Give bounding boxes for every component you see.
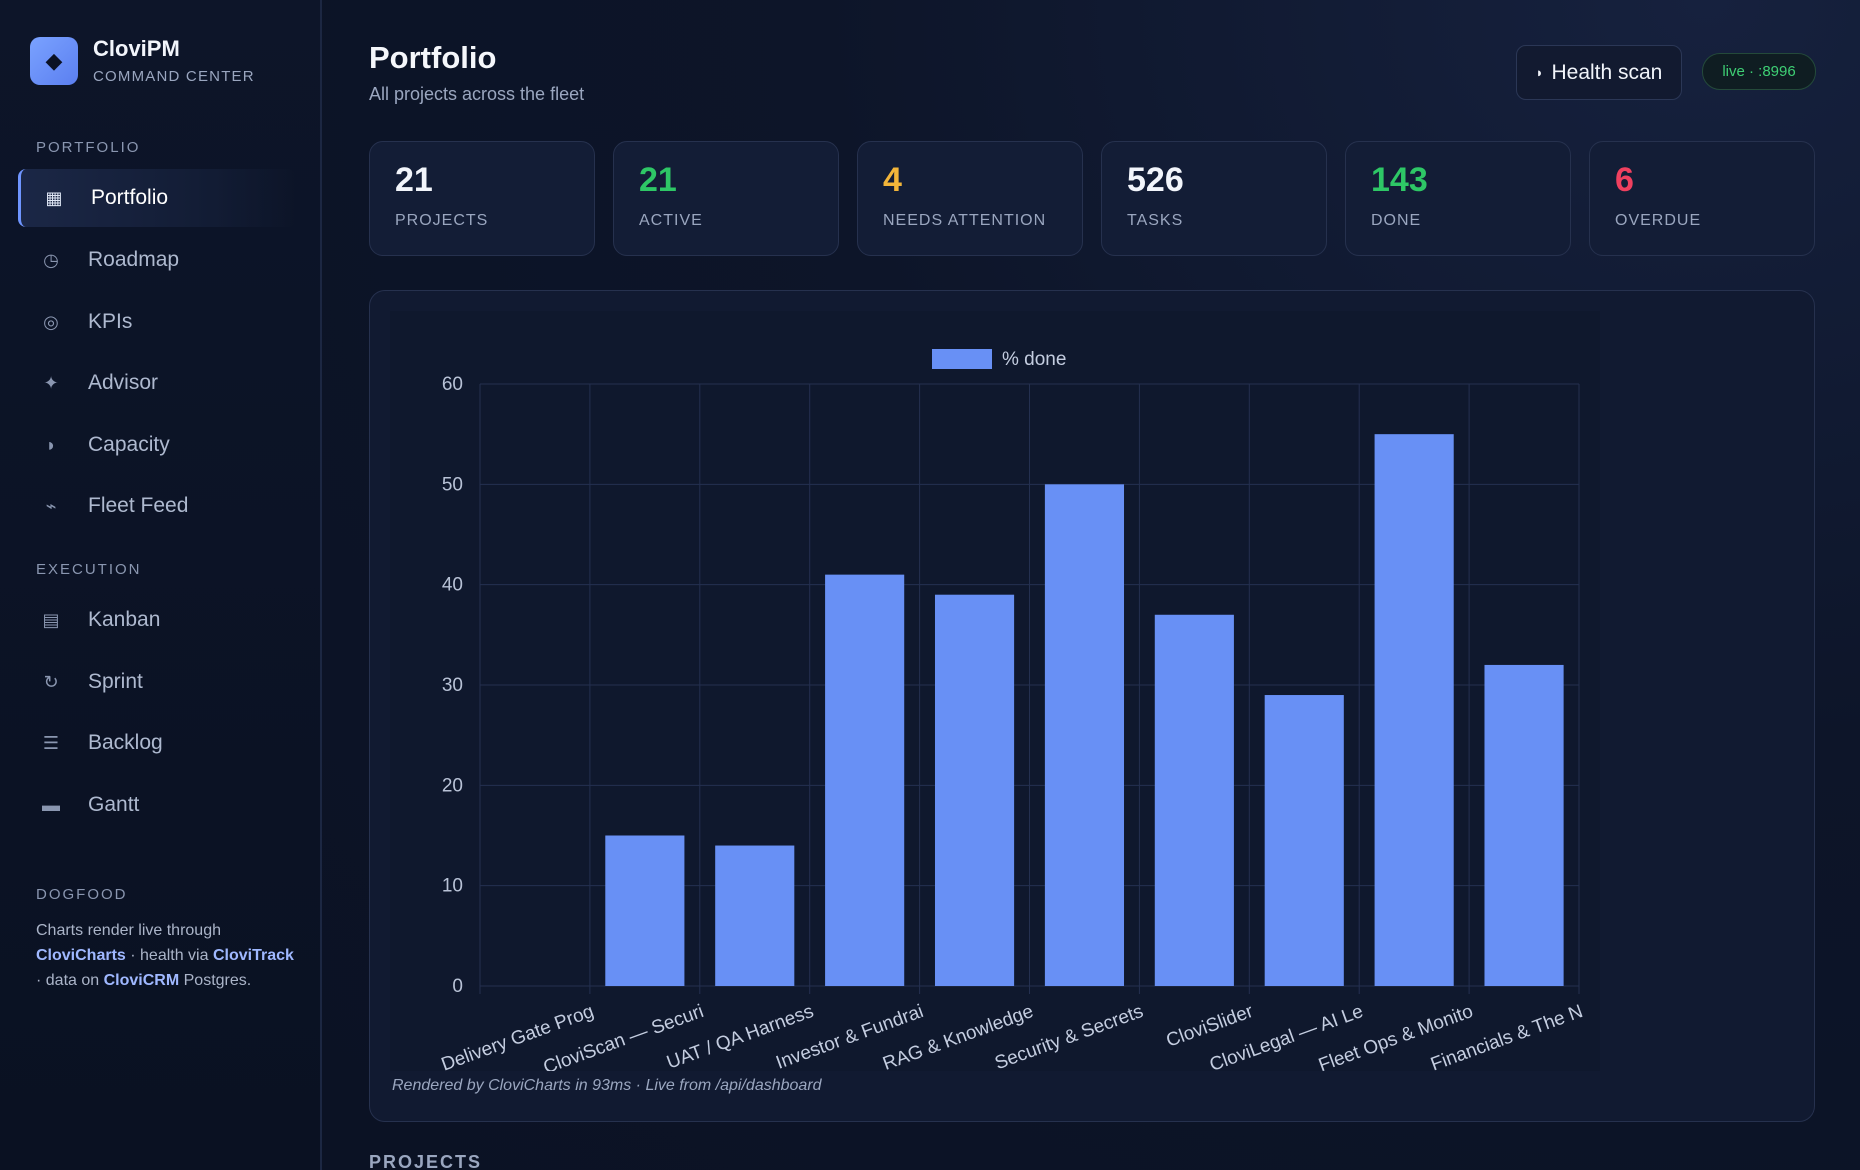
y-tick-label: 20 <box>442 775 463 796</box>
y-tick-label: 40 <box>442 575 463 596</box>
sidebar-item-label: Kanban <box>88 608 161 631</box>
sidebar-item-kanban[interactable]: ▤ Kanban <box>18 591 296 649</box>
stat-value: 526 <box>1127 161 1184 199</box>
live-status-badge: live · :8996 <box>1702 53 1816 90</box>
logo-icon: ◆ <box>30 36 78 85</box>
bar <box>934 594 1015 986</box>
y-tick-label: 10 <box>442 876 463 897</box>
section-label-portfolio: PORTFOLIO <box>36 139 141 156</box>
sidebar-item-label: Portfolio <box>91 186 169 209</box>
sidebar-item-kpis[interactable]: ◎ KPIs <box>18 293 296 351</box>
sidebar-item-roadmap[interactable]: ◷ Roadmap <box>18 231 296 289</box>
legend-label: % done <box>1002 349 1066 370</box>
bar <box>1374 434 1454 987</box>
stat-card-needs-attention[interactable]: 4 NEEDS ATTENTION <box>857 141 1083 256</box>
y-tick-label: 50 <box>442 474 463 495</box>
sidebar: ◆ CloviPM COMMAND CENTER PORTFOLIO ▦ Por… <box>0 0 322 1170</box>
clock-icon: ◷ <box>43 249 59 270</box>
dogfood-note: Charts render live through CloviCharts ·… <box>36 922 294 989</box>
sidebar-item-sprint[interactable]: ↻ Sprint <box>18 653 296 711</box>
sidebar-item-label: Backlog <box>88 731 163 754</box>
stat-label: TASKS <box>1127 212 1184 229</box>
bar <box>825 574 905 986</box>
legend-swatch <box>932 349 992 369</box>
bar-icon: ▬ <box>42 794 60 815</box>
chart-caption: Rendered by CloviCharts in 93ms · Live f… <box>392 1077 822 1094</box>
half-circle-icon: ◗ <box>1535 65 1544 80</box>
y-tick-label: 60 <box>442 374 463 395</box>
board-icon: ▤ <box>42 609 60 630</box>
target-icon: ◎ <box>43 311 59 332</box>
sidebar-item-gantt[interactable]: ▬ Gantt <box>18 776 296 834</box>
bar <box>1044 484 1125 986</box>
sidebar-item-portfolio[interactable]: ▦ Portfolio <box>18 169 296 227</box>
brand[interactable]: ◆ CloviPM COMMAND CENTER <box>30 36 255 85</box>
brand-subtitle: COMMAND CENTER <box>93 68 255 85</box>
sidebar-item-label: KPIs <box>88 310 133 333</box>
stat-label: NEEDS ATTENTION <box>883 212 1047 229</box>
chart-card: 0 10 20 30 40 50 60 Delivery Gate Prog CloviScan… <box>369 290 1815 1122</box>
stat-label: OVERDUE <box>1615 212 1702 229</box>
stat-card-projects[interactable]: 21 PROJECTS <box>369 141 595 256</box>
half-circle-icon: ◗ <box>45 434 57 455</box>
bar <box>1154 614 1234 986</box>
stat-value: 6 <box>1615 161 1634 199</box>
sidebar-item-label: Capacity <box>88 433 170 456</box>
clovicrm-link: CloviCRM <box>103 972 180 989</box>
stat-label: DONE <box>1371 212 1422 229</box>
clovitrack-link: CloviTrack <box>212 947 294 964</box>
stat-value: 21 <box>395 161 433 199</box>
sidebar-item-label: Gantt <box>88 793 140 816</box>
stat-value: 21 <box>639 161 677 199</box>
sidebar-item-fleet-feed[interactable]: ⌁ Fleet Feed <box>18 477 296 535</box>
y-tick-label: 0 <box>452 976 463 997</box>
cycle-icon: ↻ <box>43 671 59 692</box>
stat-card-tasks[interactable]: 526 TASKS <box>1101 141 1327 256</box>
main-content: Portfolio All projects across the fleet … <box>322 0 1860 1170</box>
list-icon: ☰ <box>42 732 60 753</box>
clovicharts-link: CloviCharts <box>36 947 126 964</box>
stat-value: 143 <box>1371 161 1428 199</box>
bar <box>1484 664 1564 986</box>
stat-value: 4 <box>883 161 902 199</box>
brand-name: CloviPM <box>93 36 180 61</box>
sidebar-item-capacity[interactable]: ◗ Capacity <box>18 416 296 474</box>
page-subtitle: All projects across the fleet <box>369 84 585 104</box>
stat-label: ACTIVE <box>639 212 703 229</box>
health-scan-button[interactable]: ◗ Health scan <box>1516 45 1682 100</box>
health-scan-label: Health scan <box>1551 60 1663 84</box>
bar <box>1264 695 1344 986</box>
section-label-execution: EXECUTION <box>36 561 142 578</box>
section-label-dogfood: DOGFOOD <box>36 886 128 903</box>
sidebar-item-label: Roadmap <box>88 248 180 271</box>
grid-icon: ▦ <box>45 187 63 208</box>
sidebar-item-backlog[interactable]: ☰ Backlog <box>18 714 296 772</box>
stat-card-overdue[interactable]: 6 OVERDUE <box>1589 141 1815 256</box>
sidebar-item-advisor[interactable]: ✦ Advisor <box>18 354 296 412</box>
sidebar-item-label: Advisor <box>88 371 159 394</box>
stat-card-done[interactable]: 143 DONE <box>1345 141 1571 256</box>
bar <box>605 835 685 986</box>
projects-section-label: PROJECTS <box>369 1152 483 1170</box>
sparkle-icon: ✦ <box>43 372 59 393</box>
stat-card-active[interactable]: 21 ACTIVE <box>613 141 839 256</box>
sidebar-item-label: Fleet Feed <box>88 494 189 517</box>
sidebar-item-label: Sprint <box>88 670 143 693</box>
stat-label: PROJECTS <box>395 212 489 229</box>
bar <box>715 845 795 986</box>
pulse-icon: ⌁ <box>45 495 57 516</box>
page-title: Portfolio <box>369 40 497 75</box>
y-tick-label: 30 <box>442 675 463 696</box>
